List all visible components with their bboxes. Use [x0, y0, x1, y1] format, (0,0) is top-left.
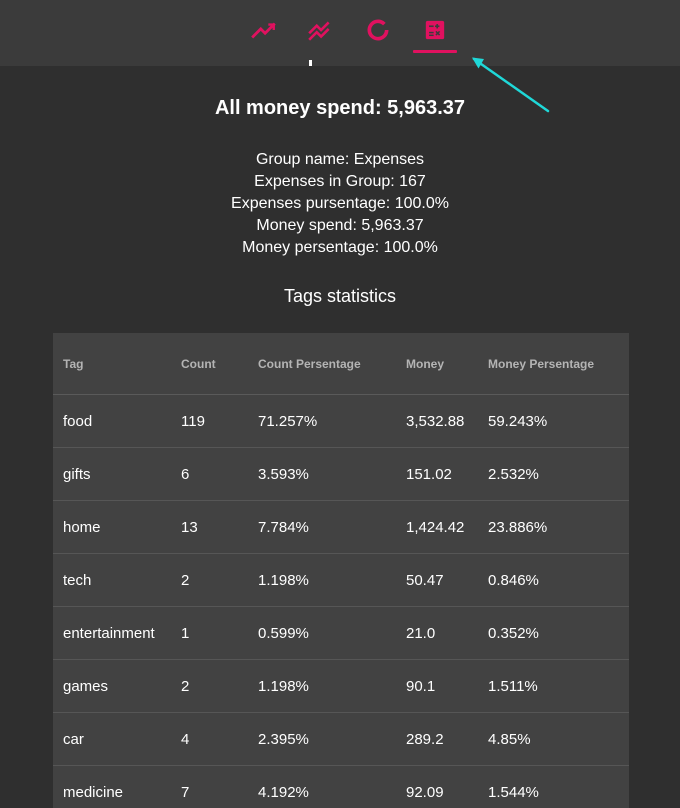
tab-statistics-table[interactable]: [413, 0, 457, 60]
tags-statistics-table: Tag Count Count Persentage Money Money P…: [53, 333, 629, 808]
tag-count-percentage: 0.599%: [258, 624, 309, 642]
tag-name: games: [63, 677, 109, 695]
group-name: Group name: Expenses: [255, 151, 425, 168]
tag-count: 2: [181, 677, 190, 695]
tag-count: 7: [181, 783, 190, 801]
tags-statistics-title: Tags statistics: [283, 286, 397, 306]
tab-multi-line-chart[interactable]: [297, 0, 343, 60]
tag-count: 4: [181, 730, 190, 748]
column-header-tag[interactable]: Tag: [63, 356, 84, 371]
tag-count-percentage: 1.198%: [258, 571, 309, 589]
table-row: games 2 1.198% 90.1 1.511%: [53, 660, 629, 713]
column-header-money[interactable]: Money: [406, 356, 445, 371]
column-header-count-percentage[interactable]: Count Persentage: [258, 356, 361, 371]
tag-money-percentage: 1.511%: [488, 677, 538, 695]
tag-money: 92.09: [406, 783, 444, 801]
table-row: food 119 71.257% 3,532.88 59.243%: [53, 395, 629, 448]
group-money-percentage: Money persentage: 100.0%: [242, 239, 438, 256]
tag-count-percentage: 71.257%: [258, 412, 318, 430]
table-row: gifts 6 3.593% 151.02 2.532%: [53, 448, 629, 501]
tag-name: food: [63, 412, 93, 430]
tag-money-percentage: 4.85%: [488, 730, 531, 748]
tag-money-percentage: 1.544%: [488, 783, 539, 801]
table-row: car 4 2.395% 289.2 4.85%: [53, 713, 629, 766]
tag-count: 13: [181, 518, 198, 536]
tag-name: tech: [63, 571, 92, 589]
total-money-spent: All money spend: 5,963.37: [214, 97, 466, 119]
tag-name: car: [63, 730, 84, 748]
group-info: Group name: Expenses Expenses in Group: …: [0, 149, 680, 259]
tag-money-percentage: 59.243%: [488, 412, 548, 430]
table-row: home 13 7.784% 1,424.42 23.886%: [53, 501, 629, 554]
tag-money: 151.02: [406, 465, 452, 483]
tag-count: 2: [181, 571, 190, 589]
column-header-count[interactable]: Count: [181, 356, 216, 371]
table-row: entertainment 1 0.599% 21.0 0.352%: [53, 607, 629, 660]
tag-money-percentage: 23.886%: [488, 518, 548, 536]
tag-money: 3,532.88: [406, 412, 465, 430]
active-tab-indicator: [413, 50, 457, 53]
tag-count-percentage: 4.192%: [258, 783, 309, 801]
multiline-chart-icon: [308, 21, 330, 41]
tag-money: 21.0: [406, 624, 436, 642]
tag-count: 6: [181, 465, 190, 483]
tag-count-percentage: 7.784%: [258, 518, 309, 536]
tag-count: 1: [181, 624, 190, 642]
chart-type-tab-bar: [0, 0, 680, 66]
tag-count-percentage: 3.593%: [258, 465, 309, 483]
table-header-row: Tag Count Count Persentage Money Money P…: [53, 333, 629, 395]
tag-name: entertainment: [63, 624, 155, 642]
group-money-spent: Money spend: 5,963.37: [256, 217, 424, 234]
donut-chart-icon: [367, 19, 389, 41]
trending-up-icon: [251, 22, 276, 39]
tag-money-percentage: 0.846%: [488, 571, 539, 589]
tag-money: 90.1: [406, 677, 436, 695]
tag-money: 289.2: [406, 730, 444, 748]
tag-count: 119: [181, 412, 205, 430]
table-row: tech 2 1.198% 50.47 0.846%: [53, 554, 629, 607]
tag-count-percentage: 1.198%: [258, 677, 309, 695]
group-expense-percentage: Expenses pursentage: 100.0%: [231, 195, 449, 212]
tag-count-percentage: 2.395%: [258, 730, 309, 748]
calculator-icon: [425, 20, 445, 40]
tag-money: 50.47: [406, 571, 444, 589]
tag-money-percentage: 0.352%: [488, 624, 539, 642]
group-expense-count: Expenses in Group: 167: [254, 173, 426, 190]
tab-line-chart[interactable]: [241, 0, 287, 60]
table-row: medicine 7 4.192% 92.09 1.544%: [53, 766, 629, 808]
column-header-money-percentage[interactable]: Money Persentage: [488, 356, 595, 371]
tag-money-percentage: 2.532%: [488, 465, 539, 483]
tag-name: gifts: [63, 465, 91, 483]
tag-money: 1,424.42: [406, 518, 465, 536]
annotation-arrow-icon: [472, 57, 550, 113]
tag-name: home: [63, 518, 101, 536]
tag-name: medicine: [63, 783, 124, 801]
tab-donut-chart[interactable]: [355, 0, 401, 60]
scrolled-text-fragment: [309, 60, 312, 66]
